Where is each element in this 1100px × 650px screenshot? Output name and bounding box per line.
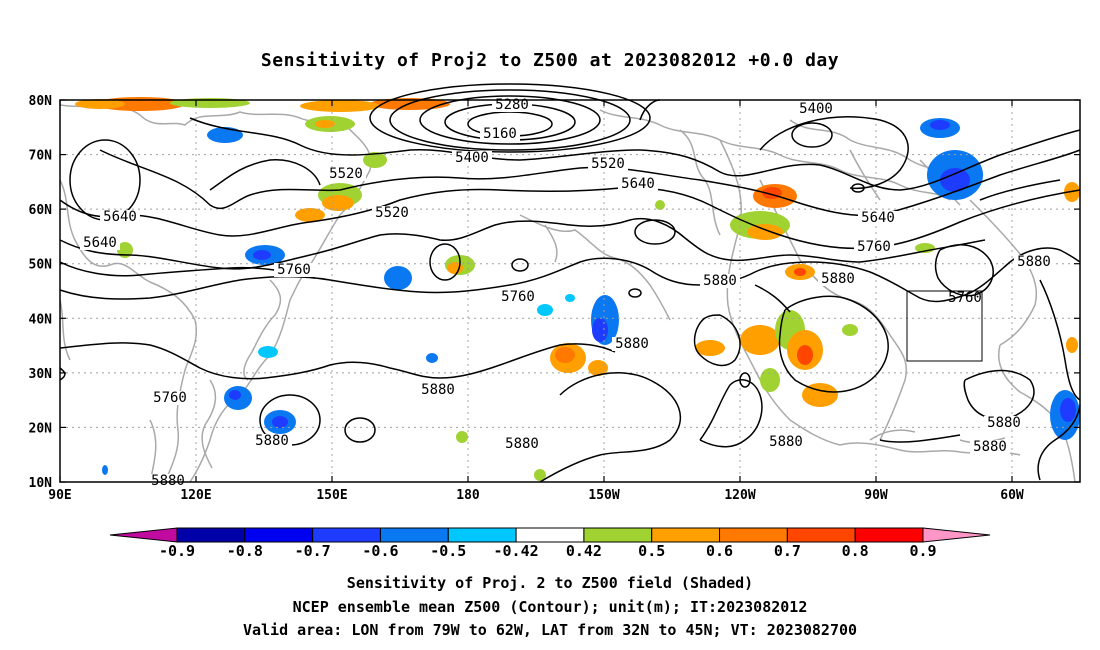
contour-label: 5280	[495, 97, 529, 113]
colorbar-segment	[379, 527, 449, 543]
footer-line-2: NCEP ensemble mean Z500 (Contour); unit(…	[292, 598, 808, 616]
lon-label: 180	[456, 488, 480, 503]
sensitivity-shading	[75, 97, 1080, 481]
colorbar-segment	[312, 527, 381, 543]
lat-label: 80N	[29, 94, 53, 109]
colorbar-segment	[786, 527, 856, 543]
colorbar-label: 0.8	[842, 542, 869, 560]
lon-label: 90W	[864, 488, 888, 503]
longitude-labels: 90E 120E 150E 180 150W 120W 90W 60W	[48, 488, 1024, 503]
colorbar-segment	[244, 527, 314, 543]
contour-label: 5760	[857, 239, 891, 255]
contour-label: 5760	[153, 390, 187, 406]
lat-label: 20N	[29, 421, 53, 436]
contour-label: 5640	[83, 235, 117, 251]
contour-label: 5880	[769, 434, 803, 450]
contour-label: 5880	[421, 382, 455, 398]
contour-label: 5520	[329, 166, 363, 182]
colorbar-segment	[583, 527, 653, 543]
contour-label: 5880	[1017, 254, 1051, 270]
lon-label: 120E	[180, 488, 211, 503]
contour-label: 5400	[799, 101, 833, 117]
map-title: Sensitivity of Proj2 to Z500 at 20230820…	[260, 50, 840, 71]
colorbar-label: 0.6	[706, 542, 733, 560]
valid-area-box	[906, 290, 983, 362]
colorbar-segment	[515, 527, 585, 543]
footer-line-3: Valid area: LON from 79W to 62W, LAT fro…	[242, 621, 858, 639]
colorbar-label: 0.42	[566, 542, 602, 560]
contour-label: 5880	[703, 273, 737, 289]
contour-label: 5880	[973, 439, 1007, 455]
contour-label: 5880	[615, 336, 649, 352]
colorbar-max-arrow	[922, 527, 991, 543]
contour-label: 5760	[948, 290, 982, 306]
lat-label: 50N	[29, 258, 53, 273]
contour-labels: 5280 5160 5400 5520 5640 5400 5520 5640 5640 5640…	[80, 97, 1054, 489]
contour-label: 5880	[821, 271, 855, 287]
z500-contours	[59, 83, 1081, 483]
colorbar-segment	[176, 527, 246, 543]
lat-label: 60N	[29, 203, 53, 218]
contour-label: 5880	[505, 436, 539, 452]
colorbar-label: -0.8	[227, 542, 263, 560]
footer-line-1: Sensitivity of Proj. 2 to Z500 field (Sh…	[346, 574, 754, 592]
colorbar-label: -0.9	[159, 542, 195, 560]
colorbar-label: 0.9	[909, 542, 936, 560]
colorbar-min-arrow	[109, 527, 178, 543]
contour-label: 5400	[455, 150, 489, 166]
contour-label: 5160	[483, 126, 517, 142]
colorbar-segment	[719, 527, 788, 543]
contour-label: 5880	[151, 473, 185, 489]
lat-label: 10N	[29, 476, 53, 491]
colorbar-label: -0.6	[362, 542, 398, 560]
contour-label: 5640	[861, 210, 895, 226]
contour-label: 5880	[255, 433, 289, 449]
lon-label: 90E	[48, 488, 71, 503]
colorbar-label: -0.5	[430, 542, 466, 560]
grid-lines	[60, 100, 1080, 482]
lon-label: 60W	[1000, 488, 1024, 503]
lon-label: 120W	[724, 488, 755, 503]
lat-label: 30N	[29, 367, 53, 382]
contour-label: 5640	[103, 209, 137, 225]
contour-label: 5520	[375, 205, 409, 221]
contour-label: 5880	[987, 415, 1021, 431]
contour-label: 5760	[501, 289, 535, 305]
colorbar-segment	[854, 527, 924, 543]
colorbar-label: -0.42	[494, 542, 539, 560]
contour-label: 5640	[621, 176, 655, 192]
colorbar-label: -0.7	[295, 542, 331, 560]
latitude-labels: 80N 70N 60N 50N 40N 30N 20N 10N	[29, 94, 53, 491]
contour-label: 5520	[591, 156, 625, 172]
colorbar-label: 0.5	[638, 542, 665, 560]
colorbar-segment	[447, 527, 517, 543]
contour-label: 5760	[277, 262, 311, 278]
lat-label: 70N	[29, 149, 53, 164]
colorbar-label: 0.7	[774, 542, 801, 560]
colorbar-segment	[651, 527, 721, 543]
lon-label: 150W	[588, 488, 619, 503]
lon-label: 150E	[316, 488, 347, 503]
colorbar: -0.9 -0.8 -0.7 -0.6 -0.5 -0.42 0.42 0.5 0.6 0.7 0.…	[109, 527, 991, 560]
plot-area: 5280 5160 5400 5520 5640 5400 5520 5640 5640 5640…	[59, 83, 1081, 489]
lat-label: 40N	[29, 312, 53, 327]
